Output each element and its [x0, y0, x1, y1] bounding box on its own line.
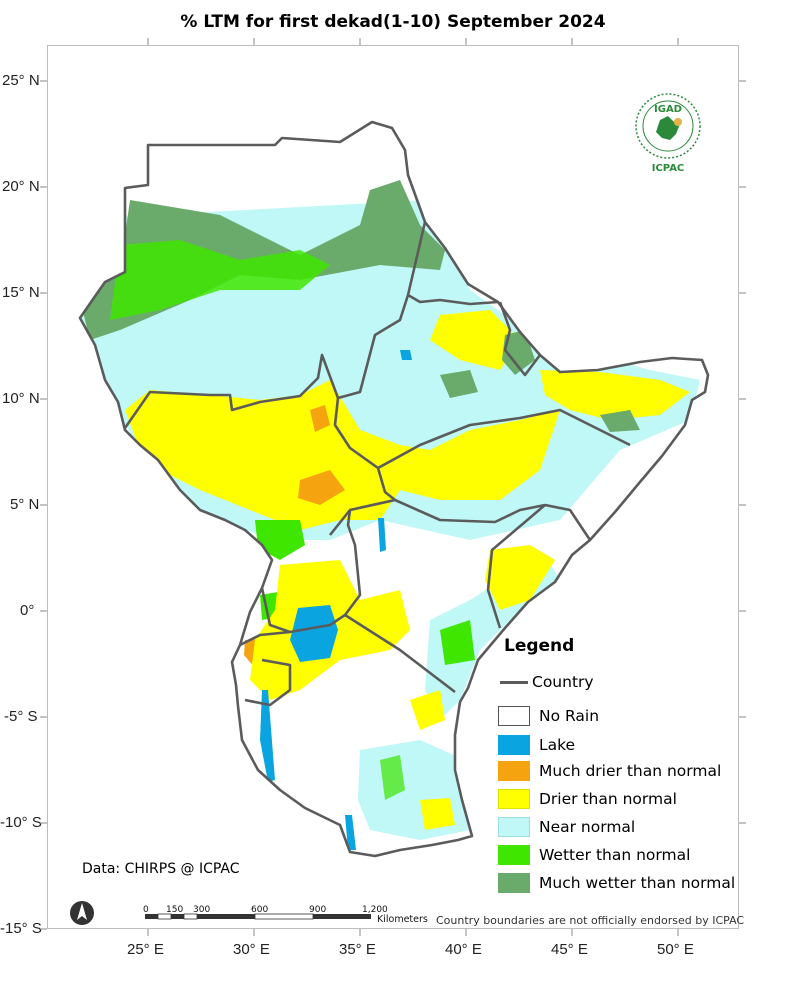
y-tick-label: 20° N: [2, 178, 40, 195]
much-drier-swatch: [498, 761, 530, 781]
scale-tick: 600: [251, 905, 269, 915]
legend-label: Much drier than normal: [539, 762, 722, 780]
near-normal-swatch: [498, 817, 530, 837]
x-tick-label: 40° E: [445, 941, 482, 958]
much-wetter-swatch: [498, 873, 530, 893]
legend-item-much-drier: Much drier than normal: [498, 759, 721, 783]
legend-item-drier: Drier than normal: [498, 787, 677, 811]
drier-area: [410, 690, 445, 730]
drier-area: [485, 545, 555, 610]
map-frame: [47, 45, 739, 929]
legend-label: Near normal: [539, 818, 636, 836]
scale-bar: [145, 913, 371, 920]
lake-victoria: [290, 605, 338, 662]
y-tick-label: 10° N: [2, 390, 40, 407]
scale-unit: Kilometers: [377, 914, 428, 925]
legend-label: Country: [532, 673, 594, 691]
much-drier-area: [310, 405, 330, 432]
legend-item-near-normal: Near normal: [498, 815, 635, 839]
logo-bottom-text: ICPAC: [652, 163, 685, 174]
y-tick-label: -5° S: [4, 708, 38, 725]
legend-label: Lake: [539, 736, 576, 754]
x-tick-label: 30° E: [233, 941, 270, 958]
logo-top-text: IGAD: [654, 104, 682, 115]
north-arrow-icon: [70, 901, 94, 925]
lake-swatch: [498, 735, 530, 755]
legend-item-wetter: Wetter than normal: [498, 843, 690, 867]
x-tick-label: 25° E: [127, 941, 164, 958]
wetter-area: [380, 755, 405, 800]
scale-tick: 1,200: [362, 905, 388, 915]
wetter-swatch: [498, 845, 530, 865]
legend-label: No Rain: [539, 707, 600, 725]
much-drier-area: [298, 470, 345, 505]
data-credit: Data: CHIRPS @ ICPAC: [82, 861, 240, 877]
scale-tick: 150: [166, 905, 184, 915]
scale-tick: 900: [309, 905, 327, 915]
y-tick-label: 25° N: [2, 72, 40, 89]
x-tick-label: 50° E: [657, 941, 694, 958]
much-wetter-area: [600, 410, 640, 432]
drier-area: [420, 798, 455, 830]
legend-title: Legend: [504, 636, 575, 656]
scale-tick: 300: [193, 905, 211, 915]
x-tick-label: 35° E: [339, 941, 376, 958]
y-tick-label: 15° N: [2, 284, 40, 301]
wetter-area: [440, 620, 475, 665]
drier-area: [430, 310, 520, 370]
drier-swatch: [498, 789, 530, 809]
country-line-swatch: [500, 680, 528, 684]
lake-malawi: [345, 815, 356, 850]
legend-label: Drier than normal: [539, 790, 677, 808]
drier-area: [540, 370, 690, 420]
y-tick-label: 5° N: [10, 496, 40, 513]
x-tick-label: 45° E: [551, 941, 588, 958]
no-rain-swatch: [498, 706, 530, 726]
map-title: % LTM for first dekad(1-10) September 20…: [180, 12, 606, 32]
wetter-area: [255, 520, 305, 560]
country-boundaries: [78, 120, 710, 858]
igad-emblem-icon: IGAD ICPAC: [635, 93, 701, 174]
y-tick-label: -15° S: [0, 920, 42, 937]
legend-item-much-wetter: Much wetter than normal: [498, 871, 735, 895]
lake-tanganyika: [260, 690, 275, 782]
y-tick-label: 0°: [20, 602, 35, 619]
lake-tana: [400, 350, 412, 360]
boundary-disclaimer: Country boundaries are not officially en…: [436, 914, 745, 927]
legend-item-no-rain: No Rain: [498, 704, 599, 728]
much-wetter-area: [440, 370, 478, 398]
axis-ticks: [40, 38, 746, 936]
legend-label: Wetter than normal: [539, 846, 691, 864]
y-tick-label: -10° S: [0, 814, 42, 831]
scale-tick: 0: [143, 905, 149, 915]
legend-item-country: Country: [498, 670, 594, 694]
drier-area: [125, 380, 560, 530]
legend-item-lake: Lake: [498, 733, 575, 757]
wetter-area: [110, 240, 330, 320]
lake-turkana: [378, 518, 386, 552]
legend-label: Much wetter than normal: [539, 874, 736, 892]
